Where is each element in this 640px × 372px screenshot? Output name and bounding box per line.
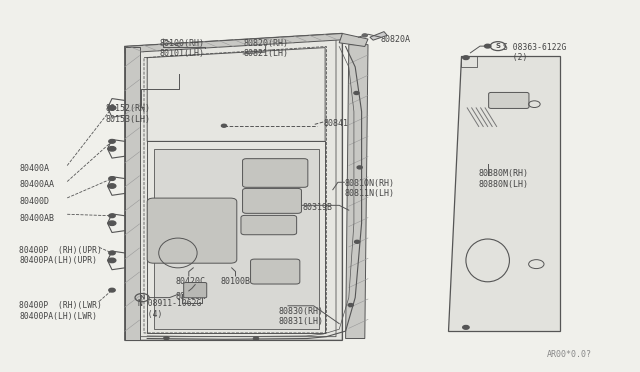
Circle shape [109,106,115,110]
Circle shape [109,177,115,180]
FancyBboxPatch shape [243,158,308,187]
Text: 80400P  (RH)(UPR)
80400PA(LH)(UPR): 80400P (RH)(UPR) 80400PA(LH)(UPR) [19,246,102,265]
Circle shape [221,124,227,127]
Circle shape [357,166,362,169]
Polygon shape [370,32,387,40]
Text: N: N [140,295,145,300]
Circle shape [354,92,359,94]
Polygon shape [125,33,342,340]
Text: 80400A: 80400A [19,164,49,173]
Text: S: S [495,43,500,49]
FancyBboxPatch shape [250,259,300,284]
Circle shape [109,288,115,292]
Text: 80880M(RH)
80880N(LH): 80880M(RH) 80880N(LH) [479,169,529,189]
Circle shape [109,214,115,218]
Circle shape [484,44,491,48]
Text: 80410M: 80410M [176,292,206,301]
FancyBboxPatch shape [184,283,207,298]
FancyBboxPatch shape [147,198,237,263]
Text: 80400AB: 80400AB [19,214,54,223]
Circle shape [109,140,115,143]
FancyBboxPatch shape [243,189,301,214]
Text: 80152(RH)
80153(LH): 80152(RH) 80153(LH) [106,104,150,124]
Circle shape [348,304,353,307]
Circle shape [463,56,469,60]
Text: 80100(RH)
80101(LH): 80100(RH) 80101(LH) [160,39,205,58]
Text: 80400AA: 80400AA [19,180,54,189]
Circle shape [164,337,169,340]
Polygon shape [346,45,368,339]
Text: 80400D: 80400D [19,197,49,206]
Text: 80830(RH)
80831(LH): 80830(RH) 80831(LH) [278,307,323,326]
Text: 80841: 80841 [323,119,348,128]
Circle shape [108,258,116,263]
Circle shape [355,240,360,243]
Circle shape [108,221,116,225]
Text: 80319B: 80319B [302,203,332,212]
Circle shape [108,147,116,151]
Circle shape [463,326,469,329]
Polygon shape [125,46,140,340]
Polygon shape [125,33,342,53]
Text: 80100B: 80100B [221,277,251,286]
FancyBboxPatch shape [489,92,529,109]
Circle shape [108,184,116,188]
Circle shape [108,106,116,110]
Circle shape [109,251,115,255]
Polygon shape [448,56,560,331]
Text: 80820A: 80820A [381,35,411,44]
Text: 80820(RH)
80821(LH): 80820(RH) 80821(LH) [243,39,288,58]
Circle shape [253,337,259,340]
Text: 80810N(RH)
80811N(LH): 80810N(RH) 80811N(LH) [344,179,394,198]
Polygon shape [154,149,319,329]
Text: 80400P  (RH)(LWR)
80400PA(LH)(LWR): 80400P (RH)(LWR) 80400PA(LH)(LWR) [19,301,102,321]
Polygon shape [339,33,368,46]
FancyBboxPatch shape [241,215,297,235]
Text: N 08911-1062G
  (4): N 08911-1062G (4) [138,299,201,319]
Text: S 08363-6122G
  (2): S 08363-6122G (2) [503,43,566,62]
Text: AR00*0.0?: AR00*0.0? [547,350,592,359]
Text: 80420C: 80420C [176,277,206,286]
Circle shape [362,34,367,37]
